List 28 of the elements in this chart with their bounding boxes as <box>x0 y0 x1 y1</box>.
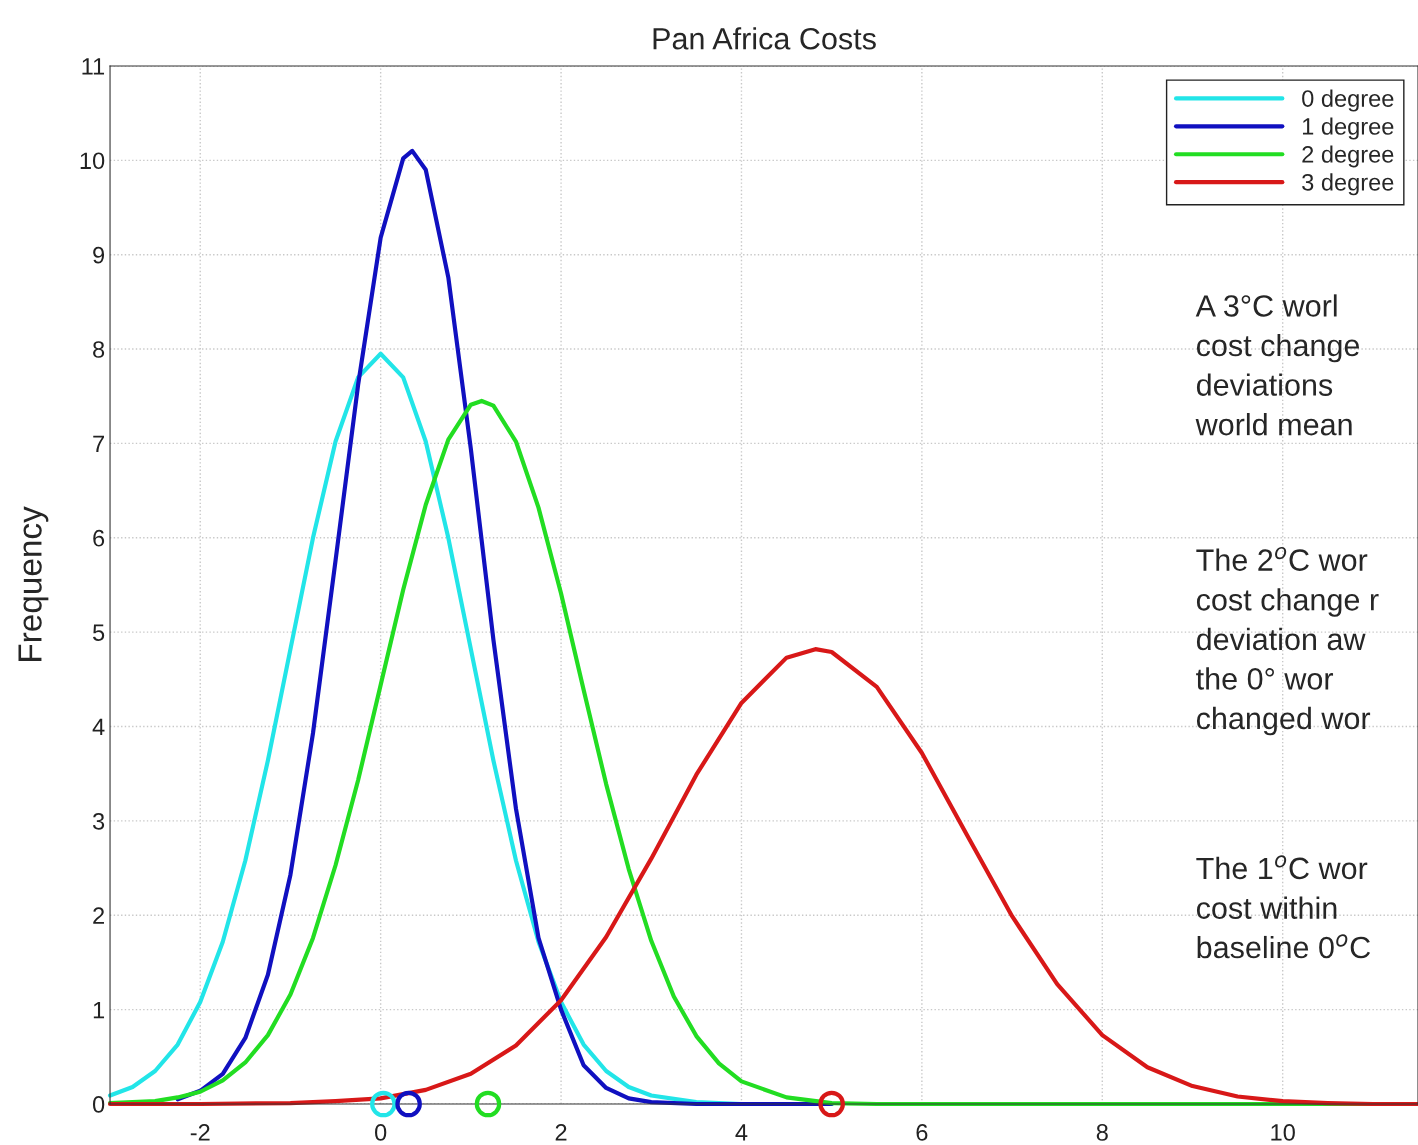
y-tick-label: 11 <box>82 58 105 75</box>
x-tick-label: 10 <box>1271 1124 1295 1141</box>
legend-label: 2 degree <box>1302 145 1394 168</box>
legend-label: 3 degree <box>1302 173 1394 196</box>
x-tick-label: 6 <box>916 1124 928 1141</box>
y-tick-label: 3 <box>92 812 105 830</box>
y-tick-label: 9 <box>93 246 105 264</box>
y-tick-label: 7 <box>93 435 104 452</box>
y-tick-label: 1 <box>93 1001 105 1019</box>
y-axis-title: Frequency <box>18 506 49 661</box>
y-tick-label: 10 <box>80 152 105 170</box>
annotation: A 3°C worl cost change deviations world mean <box>1195 294 1360 436</box>
chart-title: Pan Africa Costs <box>653 27 876 50</box>
annotation: The 2$^{o}$C wor cost change r deviation aw the 0° wor changed wor <box>1196 546 1379 736</box>
x-tick-label: 2 <box>555 1124 567 1141</box>
y-tick-label: 4 <box>92 718 105 736</box>
legend-label: 1 degree <box>1302 117 1394 140</box>
annotation: The 1$^{o}$C wor cost within baseline 0$^{o}$C <box>1196 855 1371 959</box>
x-tick-label: 8 <box>1096 1124 1108 1141</box>
y-tick-label: 0 <box>92 1096 105 1113</box>
y-tick-label: 5 <box>92 624 105 641</box>
y-tick-label: 6 <box>93 529 105 547</box>
legend-label: 0 degree <box>1302 89 1394 112</box>
x-tick-label: -2 <box>190 1124 210 1141</box>
y-tick-label: 8 <box>93 341 105 358</box>
x-tick-label: 4 <box>735 1124 748 1141</box>
y-tick-label: 2 <box>93 907 104 924</box>
x-tick-label: 0 <box>375 1124 387 1141</box>
